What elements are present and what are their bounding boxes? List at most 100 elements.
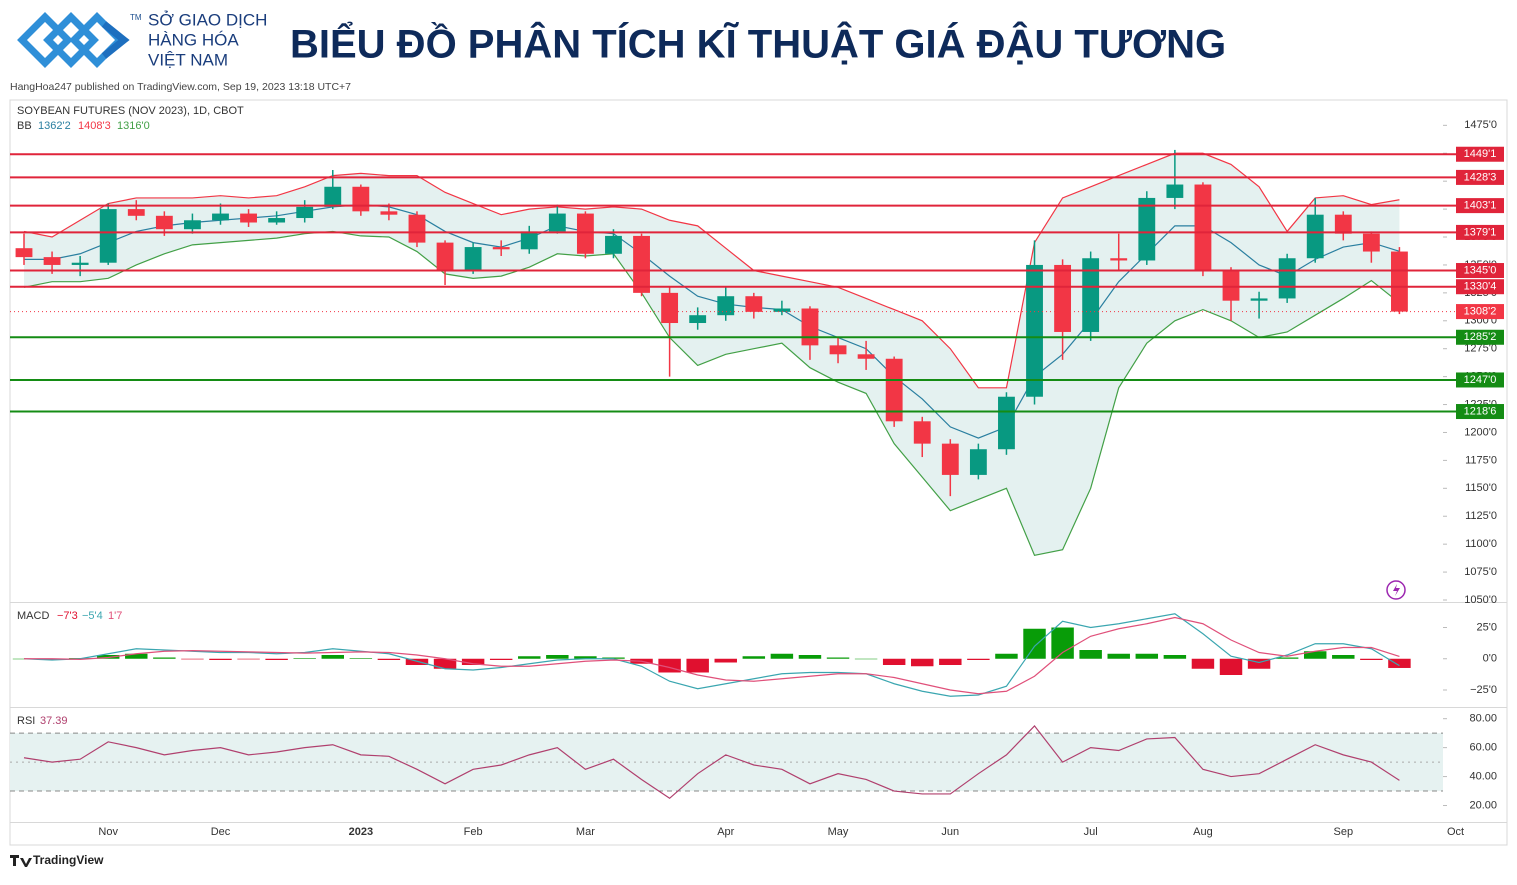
candle-body bbox=[380, 211, 398, 215]
candle-body bbox=[661, 292, 679, 324]
level-label-bg bbox=[1456, 279, 1504, 295]
candle-body bbox=[352, 186, 370, 212]
level-label-bg bbox=[1456, 329, 1504, 345]
candle-body bbox=[1362, 233, 1380, 252]
candle-body bbox=[296, 206, 314, 219]
level-label: 1285'2 bbox=[1464, 331, 1497, 343]
candle-body bbox=[913, 421, 931, 444]
macd-histogram-bar bbox=[461, 658, 485, 665]
candle-body bbox=[1278, 258, 1296, 299]
legend-value: −5'4 bbox=[82, 610, 103, 622]
macd-histogram-bar bbox=[1163, 655, 1187, 659]
legend-value: 37.39 bbox=[40, 715, 68, 727]
last-price-label: 1308'2 bbox=[1464, 305, 1497, 317]
x-tick-label: Feb bbox=[464, 826, 483, 838]
level-label-bg bbox=[1456, 404, 1504, 420]
candle-body bbox=[1194, 184, 1212, 271]
y-tick-label: 1275'0 bbox=[1464, 343, 1497, 355]
level-label: 1379'1 bbox=[1464, 226, 1497, 238]
macd-histogram-bar bbox=[1219, 658, 1243, 675]
candle-body bbox=[998, 396, 1015, 450]
candle-body bbox=[127, 209, 145, 216]
macd-histogram-bar bbox=[293, 658, 316, 659]
level-label: 1247'0 bbox=[1464, 374, 1497, 386]
candle-body bbox=[801, 308, 819, 346]
macd-histogram-bar bbox=[433, 658, 457, 669]
macd-histogram-bar bbox=[574, 656, 597, 659]
rsi-line bbox=[23, 725, 1400, 800]
candle-body bbox=[885, 358, 903, 422]
candle-body bbox=[548, 213, 566, 232]
footer-brand: TradingView bbox=[33, 853, 104, 867]
candle-body bbox=[605, 235, 622, 254]
macd-line bbox=[23, 613, 1400, 697]
macd-histogram-bar bbox=[321, 655, 344, 659]
x-tick-label: May bbox=[828, 826, 849, 838]
macd-histogram-bar bbox=[181, 658, 204, 660]
macd-histogram-bar bbox=[1360, 658, 1383, 660]
x-tick-label: Oct bbox=[1447, 826, 1464, 838]
candle-body bbox=[717, 296, 735, 316]
level-label-bg bbox=[1456, 372, 1504, 388]
candle-body bbox=[99, 209, 117, 263]
page-title: BIỂU ĐỒ PHÂN TÍCH KĨ THUẬT GIÁ ĐẬU TƯƠNG bbox=[290, 20, 1226, 67]
bb-lower bbox=[23, 230, 1400, 557]
level-label: 1345'0 bbox=[1464, 264, 1497, 276]
y-tick-label: 1050'0 bbox=[1464, 594, 1497, 606]
macd-histogram-bar bbox=[1023, 628, 1046, 659]
macd-histogram-bar bbox=[125, 653, 148, 659]
candle-body bbox=[1026, 264, 1043, 397]
legend-value: 1'7 bbox=[108, 610, 122, 622]
macd-histogram-bar bbox=[770, 653, 794, 659]
macd-histogram-bar bbox=[1247, 658, 1271, 669]
candle-body bbox=[633, 235, 650, 293]
x-tick-label: Nov bbox=[98, 826, 118, 838]
macd-histogram-bar bbox=[209, 658, 232, 660]
candle-body bbox=[240, 213, 257, 223]
macd-histogram-bar bbox=[1107, 653, 1130, 659]
macd-histogram-bar bbox=[939, 658, 962, 665]
level-label: 1428'3 bbox=[1464, 171, 1497, 183]
macd-histogram-bar bbox=[826, 657, 850, 659]
candle-body bbox=[1222, 270, 1240, 301]
indicator-label: BB bbox=[17, 120, 32, 132]
x-tick-label: Aug bbox=[1193, 826, 1213, 838]
macd-histogram-bar bbox=[798, 655, 822, 659]
chart-frame bbox=[9, 99, 1508, 846]
candle-body bbox=[689, 315, 707, 324]
macd-histogram-bar bbox=[1388, 658, 1411, 668]
macd-histogram-bar bbox=[349, 658, 373, 659]
macd-histogram-bar bbox=[265, 658, 288, 660]
macd-histogram-bar bbox=[882, 658, 906, 665]
macd-histogram-bar bbox=[1332, 655, 1355, 659]
candle-body bbox=[408, 214, 426, 243]
plot: 1050'0 1075'0 1100'0 1125'0 1150'0 1175'0 1200… bbox=[10, 119, 1504, 838]
x-tick-label: 2023 bbox=[349, 826, 373, 838]
logo-text: VIỆT NAM bbox=[148, 50, 228, 69]
bb-fill bbox=[24, 153, 1400, 556]
symbol-title: SOYBEAN FUTURES (NOV 2023), 1D, CBOT bbox=[17, 105, 244, 117]
candle-body bbox=[71, 262, 89, 265]
candle-body bbox=[773, 308, 791, 312]
macd-histogram-bar bbox=[1051, 627, 1074, 659]
candle-body bbox=[1391, 251, 1408, 312]
candle-body bbox=[183, 220, 201, 230]
candle-body bbox=[576, 213, 594, 254]
macd-histogram-bar bbox=[911, 658, 934, 667]
alert-icon[interactable] bbox=[1386, 580, 1406, 600]
level-label-bg bbox=[1456, 198, 1504, 214]
alert-icon-bolt bbox=[1393, 584, 1400, 596]
candle-body bbox=[1306, 214, 1324, 259]
macd-histogram-bar bbox=[237, 658, 260, 660]
y-tick-label: 1100'0 bbox=[1465, 538, 1497, 550]
level-label: 1403'1 bbox=[1464, 200, 1497, 212]
candle-body bbox=[969, 449, 987, 475]
y-tick-label: 40.00 bbox=[1469, 770, 1497, 782]
x-tick-label: Dec bbox=[211, 826, 231, 838]
level-label: 1218'6 bbox=[1464, 405, 1497, 417]
indicator-label: MACD bbox=[17, 610, 49, 622]
macd-histogram-bar bbox=[602, 657, 625, 659]
candle-body bbox=[1166, 184, 1184, 198]
x-tick-label: Sep bbox=[1334, 826, 1354, 838]
macd-histogram-bar bbox=[96, 655, 120, 659]
